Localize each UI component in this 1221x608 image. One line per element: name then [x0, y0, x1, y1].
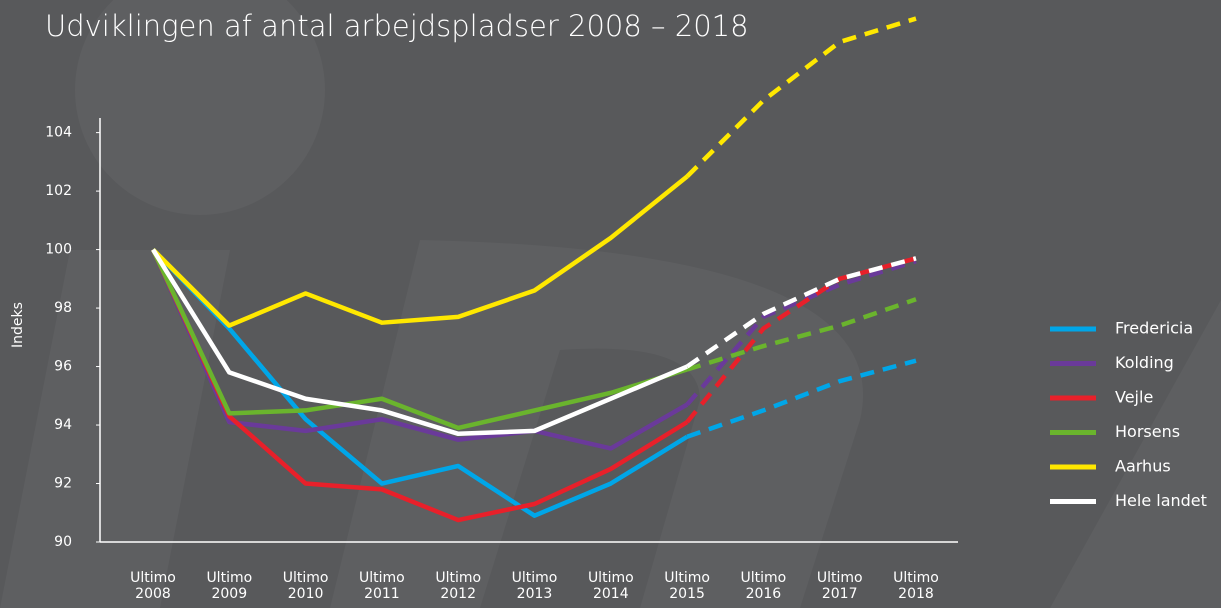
x-tick-label: Ultimo 2018 — [893, 570, 939, 602]
y-tick-label: 100 — [45, 242, 72, 258]
forecast-line — [685, 259, 917, 407]
legend-label: Hele landet — [1115, 491, 1207, 510]
y-tick-label: 90 — [54, 534, 72, 550]
y-tick-label: 98 — [54, 300, 72, 316]
line — [150, 248, 688, 431]
chart-title: Udviklingen af antal arbejdspladser 2008… — [45, 9, 749, 43]
x-tick-label: Ultimo 2013 — [511, 570, 558, 602]
forecast-line — [685, 16, 917, 179]
forecast-line — [686, 358, 917, 439]
y-axis-label: Indeks — [10, 302, 26, 348]
legend-label: Aarhus — [1115, 457, 1171, 476]
x-tick-label: Ultimo 2009 — [206, 570, 253, 602]
x-tick-label: Ultimo 2011 — [359, 570, 405, 602]
x-tick-label: Ultimo 2015 — [664, 570, 710, 602]
y-tick-label: 94 — [54, 417, 72, 433]
y-tick-label: 92 — [54, 476, 72, 492]
x-tick-label: Ultimo 2016 — [740, 570, 787, 602]
legend-label: Vejle — [1115, 388, 1153, 407]
x-tick-label: Ultimo 2012 — [435, 570, 482, 602]
forecast-line — [685, 256, 917, 424]
x-tick-label: Ultimo 2014 — [587, 570, 634, 602]
x-tick-label: Ultimo 2010 — [282, 570, 329, 602]
forecast-line — [686, 297, 917, 372]
line — [151, 248, 689, 518]
bg-shape — [0, 250, 230, 608]
x-tick-label: Ultimo 2008 — [130, 570, 176, 602]
line — [151, 248, 688, 437]
legend-label: Fredericia — [1115, 319, 1193, 338]
legend-label: Horsens — [1115, 422, 1180, 441]
line — [150, 248, 689, 523]
bg-shape — [75, 0, 325, 215]
y-tick-label: 96 — [54, 359, 72, 375]
bg-shape — [1050, 300, 1221, 608]
bg-shape — [330, 240, 864, 608]
line — [151, 174, 689, 328]
forecast-line — [685, 256, 917, 369]
legend-label: Kolding — [1115, 353, 1174, 372]
y-tick-label: 102 — [45, 183, 72, 199]
x-tick-label: Ultimo 2017 — [816, 570, 863, 602]
y-tick-label: 104 — [45, 125, 72, 141]
line — [150, 248, 689, 451]
